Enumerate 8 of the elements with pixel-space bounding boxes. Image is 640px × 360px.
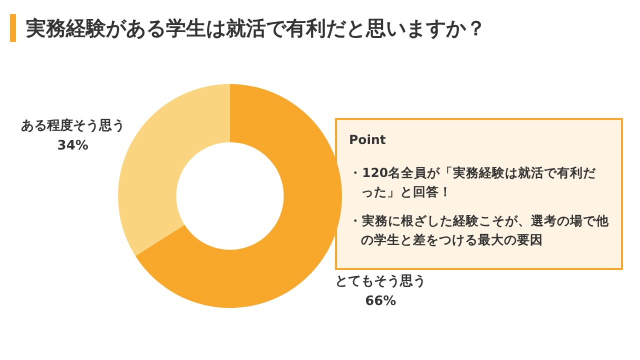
slice-label: とてもそう思う [335, 274, 426, 290]
chart-title: 実務経験がある学生は就活で有利だと思いますか？ [26, 15, 486, 42]
data-label: 66% [365, 294, 396, 310]
data-label: 34% [57, 138, 88, 154]
text: Point [349, 131, 387, 149]
text: ・実務に根ざした経験こそが、選考の場で他の学生と差をつける最大の要因 [349, 212, 609, 249]
text: ・120名全員が「実務経験は就活で有利だった」と回答！ [349, 164, 598, 201]
slice-label: ある程度そう思う [20, 118, 125, 134]
